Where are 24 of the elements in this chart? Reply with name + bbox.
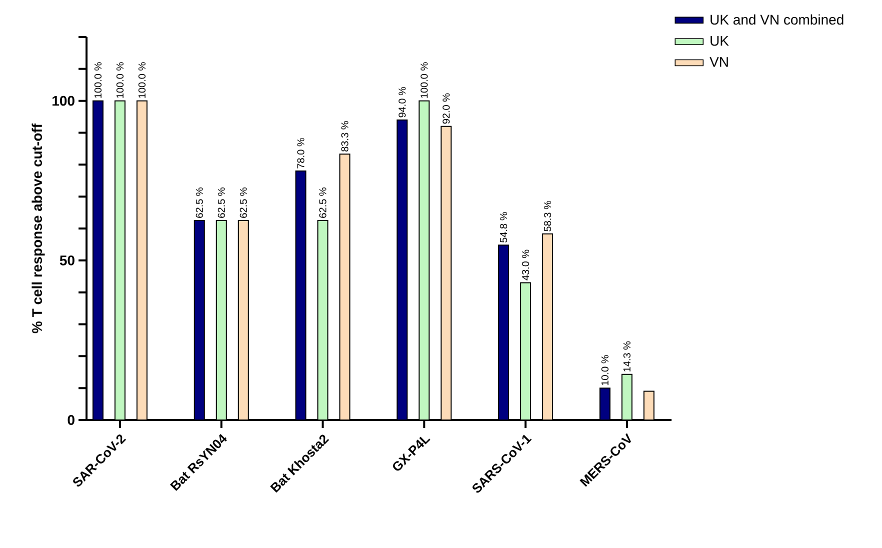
y-tick-label: 0 xyxy=(68,415,74,425)
legend-label: UK xyxy=(710,36,729,46)
data-label: 94.0 % xyxy=(398,87,406,118)
legend-label: UK and VN combined xyxy=(710,14,844,25)
data-label: 100.0 % xyxy=(116,62,124,98)
data-label: 100.0 % xyxy=(420,62,428,98)
data-label: 100.0 % xyxy=(138,62,146,98)
data-label: 78.0 % xyxy=(297,138,304,168)
data-label: 10.0 % xyxy=(601,355,608,386)
y-tick-label: 50 xyxy=(60,255,74,266)
data-label: 62.5 % xyxy=(319,188,326,218)
data-label: 62.5 % xyxy=(218,188,225,218)
data-label: 100.0 % xyxy=(94,62,102,98)
data-label: 58.3 % xyxy=(544,200,552,232)
data-label: 62.5 % xyxy=(196,188,203,218)
y-tick-label: 100 xyxy=(52,96,74,106)
data-label: 83.3 % xyxy=(341,121,348,152)
y-axis-title: % T cell response above cut-off xyxy=(32,123,45,334)
data-label: 43.0 % xyxy=(522,250,530,280)
legend-label: VN xyxy=(710,57,728,67)
data-label: 62.5 % xyxy=(240,188,247,218)
data-label: 54.8 % xyxy=(500,212,508,242)
data-label: 92.0 % xyxy=(442,93,450,124)
data-label: 14.3 % xyxy=(623,341,630,372)
